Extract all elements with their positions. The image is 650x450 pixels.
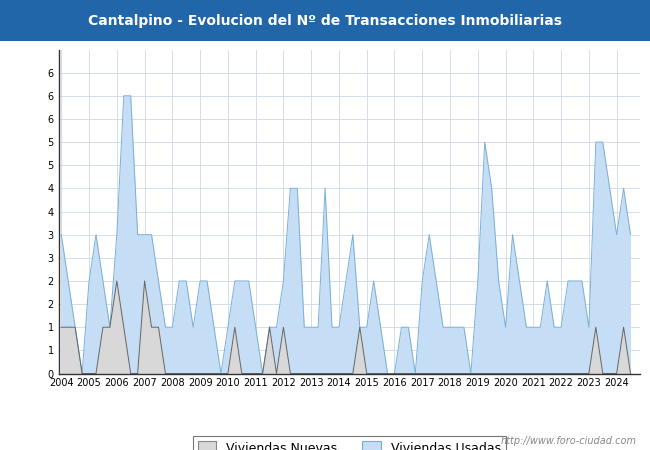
Text: Cantalpino - Evolucion del Nº de Transacciones Inmobiliarias: Cantalpino - Evolucion del Nº de Transac… — [88, 14, 562, 28]
Text: http://www.foro-ciudad.com: http://www.foro-ciudad.com — [501, 436, 637, 446]
Legend: Viviendas Nuevas, Viviendas Usadas: Viviendas Nuevas, Viviendas Usadas — [192, 436, 506, 450]
